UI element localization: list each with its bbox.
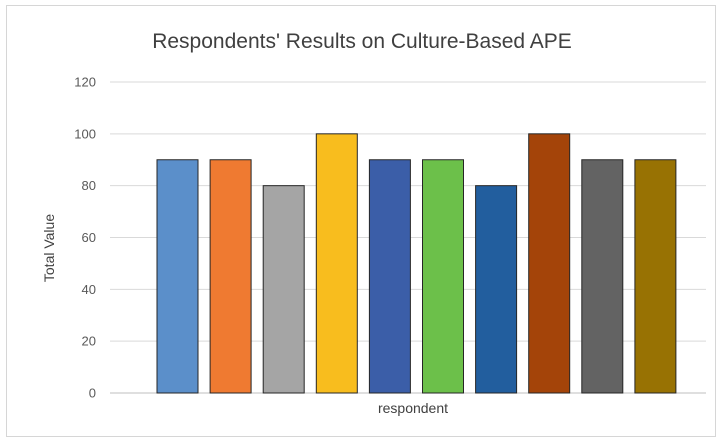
bar — [156, 159, 199, 394]
y-tick-label: 100 — [74, 126, 96, 141]
chart-title: Respondents' Results on Culture-Based AP… — [152, 30, 572, 53]
y-axis-ticks: 0 20 40 60 80 100 120 — [74, 75, 96, 401]
y-tick-label: 120 — [74, 75, 96, 90]
y-tick-label: 0 — [89, 386, 96, 401]
bar — [528, 133, 571, 394]
y-tick-label: 60 — [82, 230, 96, 245]
bars — [156, 133, 677, 394]
bar — [209, 159, 252, 394]
bar — [581, 159, 624, 394]
y-axis-label: Total Value — [41, 214, 57, 282]
x-axis-label: respondent — [378, 400, 448, 416]
y-tick-label: 80 — [82, 178, 96, 193]
y-tick-label: 40 — [82, 282, 96, 297]
y-tick-label: 20 — [82, 334, 96, 349]
bar — [315, 133, 358, 394]
bar — [475, 185, 518, 394]
bar — [368, 159, 411, 394]
bar — [262, 185, 305, 394]
bar — [422, 159, 464, 394]
bar — [634, 159, 677, 394]
